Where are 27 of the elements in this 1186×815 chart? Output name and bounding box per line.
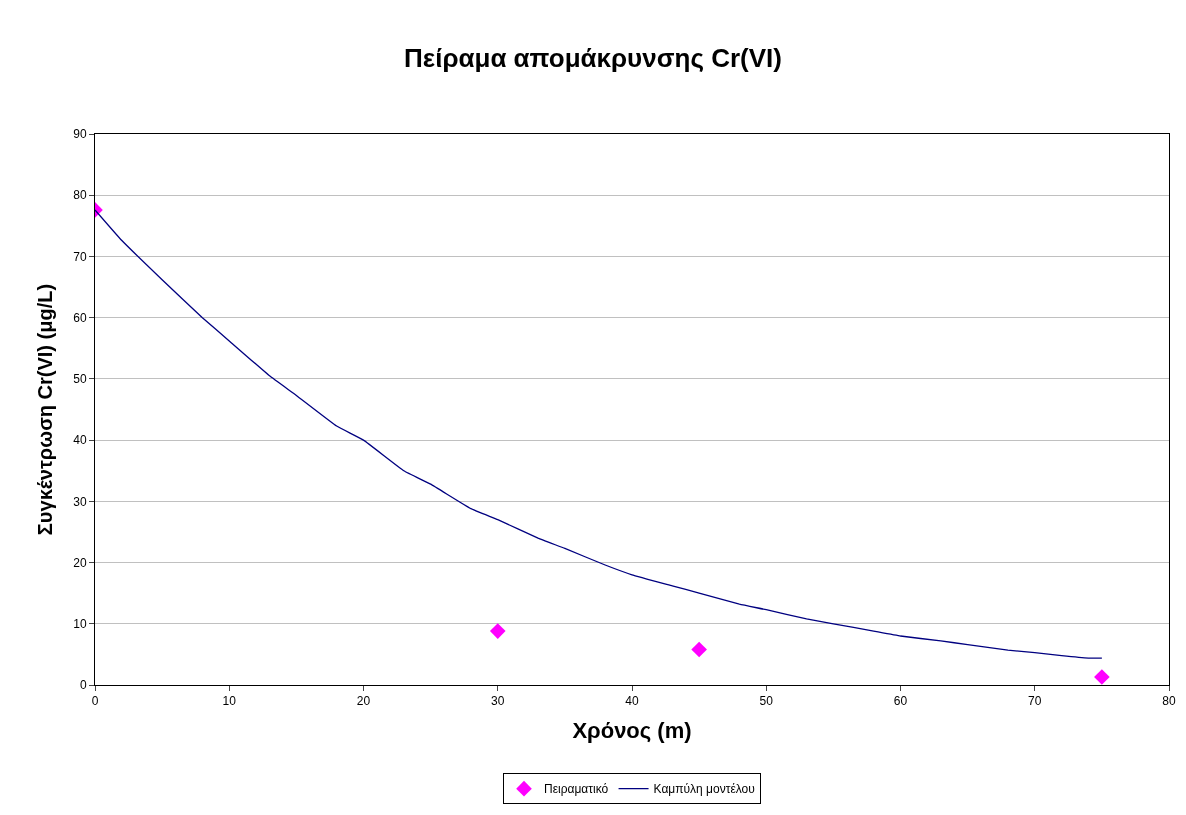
x-tick-label: 30	[491, 694, 505, 709]
y-tick-label: 30	[73, 494, 87, 509]
legend-label: Καμπύλη μοντέλου	[653, 782, 755, 797]
y-tick-label: 90	[73, 127, 87, 142]
x-tick-label: 50	[759, 694, 774, 709]
y-tick-label: 40	[73, 433, 87, 448]
point	[691, 641, 707, 658]
y-tick-label: 80	[73, 188, 87, 203]
x-tick-label: 10	[222, 694, 237, 709]
x-tick-label: 80	[1162, 694, 1176, 709]
y-tick-label: 60	[73, 310, 87, 325]
y-tick-label: 0	[79, 678, 87, 693]
x-axis-title: Χρόνος (m)	[572, 718, 692, 744]
x-tick-label: 20	[356, 694, 371, 709]
x-tick-label: 40	[625, 694, 639, 709]
y-tick-label: 50	[73, 372, 87, 387]
legend-label: Πειραματικό	[544, 782, 609, 797]
y-tick-label: 70	[73, 249, 87, 264]
chart-title: Πείραμα απομάκρυνσης Cr(VI)	[404, 43, 782, 74]
point	[1094, 669, 1110, 685]
x-tick-label: 0	[91, 694, 99, 709]
x-tick-label: 70	[1028, 694, 1042, 709]
y-tick-label: 10	[73, 616, 87, 631]
point	[489, 623, 506, 639]
x-tick-label: 60	[893, 694, 908, 709]
y-tick-label: 20	[73, 555, 87, 570]
y-axis-title: Συγκέντρωση Cr(VI) (μg/L)	[33, 283, 56, 536]
